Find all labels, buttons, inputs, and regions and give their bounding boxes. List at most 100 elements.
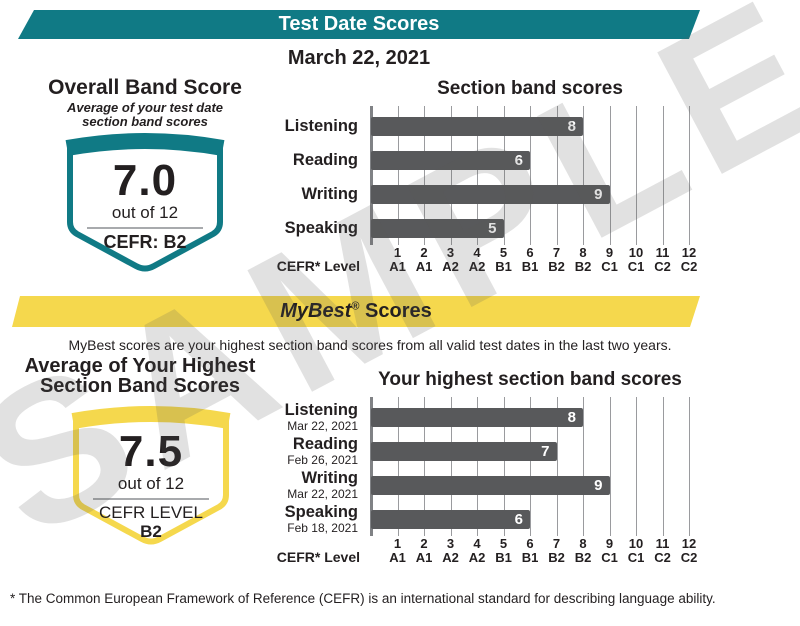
- bar-value: 8: [567, 409, 576, 426]
- score-bar-writing: 9: [371, 185, 610, 204]
- cefr-tick: C1: [601, 550, 618, 565]
- section-name: Listening: [284, 117, 358, 135]
- highest-section-band-scores-chart: Your highest section band scores Listeni…: [250, 369, 710, 574]
- gridline: [662, 106, 664, 245]
- test-date-scores-banner: Test Date Scores: [18, 10, 700, 39]
- x-tick: 2: [420, 536, 428, 551]
- gridline: [689, 106, 690, 245]
- chart-title: Section band scores: [437, 78, 623, 99]
- cefr-tick: B1: [521, 259, 539, 274]
- section-name: Writing: [301, 185, 358, 203]
- row-label-writing: Writing: [250, 185, 358, 204]
- x-tick: 6: [526, 245, 534, 260]
- gridline: [397, 397, 399, 536]
- chart-plot-area: 8 6 9 5: [370, 106, 690, 245]
- cefr-tick: A2: [442, 550, 459, 565]
- x-tick: 9: [605, 245, 614, 260]
- chart-cefr-axis: A1 A1 A2 A2 B1 B1 B2 B2 C1 C1 C2 C2: [371, 550, 697, 565]
- section-date: Feb 26, 2021: [287, 453, 358, 467]
- chart-title: Your highest section band scores: [378, 369, 682, 390]
- gridline: [503, 397, 505, 536]
- x-tick: 3: [446, 245, 455, 260]
- x-tick: 3: [446, 536, 455, 551]
- mybest-cefr-label: CEFR LEVEL: [99, 503, 203, 522]
- gridline: [583, 106, 584, 245]
- x-tick: 5: [499, 536, 508, 551]
- cefr-level-caption: CEFR* Level: [276, 258, 360, 274]
- score-bar-speaking: 5: [371, 219, 504, 238]
- chart-cefr-axis: A1 A1 A2 A2 B1 B1 B2 B2 C1 C1 C2 C2: [371, 259, 697, 274]
- overall-score-badge: 7.0 out of 12 CEFR: B2: [57, 126, 233, 279]
- gridline: [689, 397, 690, 536]
- bar-value: 7: [541, 443, 550, 460]
- gridline: [556, 397, 558, 536]
- bar-value: 6: [514, 511, 523, 528]
- overall-score-value: 7.0: [112, 156, 178, 205]
- overall-cefr: CEFR: B2: [103, 232, 187, 252]
- gridline: [370, 397, 373, 536]
- cefr-tick: A1: [389, 259, 406, 274]
- mybest-cefr-value: B2: [140, 522, 162, 541]
- mybest-scores-banner: MyBest® Scores: [12, 296, 700, 327]
- banner-title: Test Date Scores: [278, 13, 440, 35]
- chart-x-axis: 1 2 3 4 5 6 7 8 9 10 11 12: [371, 536, 696, 551]
- mybest-description: MyBest scores are your highest section b…: [68, 337, 672, 353]
- gridline: [503, 106, 505, 245]
- mybest-badge-content: 7.5 out of 12 CEFR LEVEL B2: [79, 399, 223, 541]
- x-tick: 9: [605, 536, 614, 551]
- gridline: [636, 397, 637, 536]
- x-tick: 8: [579, 536, 587, 551]
- test-date: March 22, 2021: [287, 47, 431, 69]
- score-bar-reading: 6: [371, 151, 530, 170]
- x-tick: 11: [655, 245, 670, 260]
- shield-shape-yellow: [71, 406, 231, 545]
- section-name: Listening: [284, 401, 358, 419]
- row-label-listening: Listening: [250, 117, 358, 136]
- chart-row-labels: Listening Mar 22, 2021 Reading Feb 26, 2021…: [250, 397, 358, 537]
- x-tick: 10: [628, 536, 644, 551]
- section-name: Reading: [292, 151, 358, 169]
- cefr-footnote: * The Common European Framework of Refer…: [10, 591, 716, 606]
- gridline: [662, 397, 664, 536]
- section-band-scores-chart: Section band scores Listening Reading Writ…: [250, 78, 710, 283]
- x-tick: 11: [655, 536, 670, 551]
- cefr-tick: B2: [574, 550, 592, 565]
- overall-subtitle-line2: section band scores: [82, 114, 208, 129]
- x-tick: 2: [420, 245, 428, 260]
- score-bar-reading: 7: [371, 442, 557, 461]
- x-tick: 12: [681, 536, 697, 551]
- cefr-tick: B1: [495, 259, 512, 274]
- cefr-tick: C1: [627, 550, 645, 565]
- chart-row-labels: Listening Reading Writing Speaking: [250, 106, 358, 246]
- cefr-tick: B1: [495, 550, 512, 565]
- x-tick: 1: [393, 536, 402, 551]
- overall-subtitle-line1: Average of your test date: [66, 100, 224, 115]
- row-label-reading: Reading Feb 26, 2021: [250, 435, 358, 467]
- bar-value: 9: [594, 186, 603, 203]
- overall-band-score-title: Overall Band Score: [48, 76, 242, 99]
- row-label-speaking: Speaking: [250, 219, 358, 238]
- gridline: [530, 106, 531, 245]
- x-tick: 8: [579, 245, 587, 260]
- chart-x-axis: 1 2 3 4 5 6 7 8 9 10 11 12: [371, 245, 696, 260]
- x-tick: 7: [552, 245, 561, 260]
- section-name: Writing: [301, 469, 358, 487]
- shield-shape-teal: [65, 133, 225, 272]
- badge-divider: [93, 498, 209, 500]
- cefr-tick: A1: [389, 550, 406, 565]
- row-label-reading: Reading: [250, 151, 358, 170]
- gridline: [556, 106, 558, 245]
- mybest-score-value: 7.5: [118, 427, 184, 476]
- overall-score-scale: out of 12: [111, 203, 179, 222]
- registered-mark: ®: [351, 300, 360, 313]
- gridline: [397, 106, 399, 245]
- cefr-tick: B1: [521, 550, 539, 565]
- section-name: Reading: [292, 435, 358, 453]
- cefr-tick: A2: [468, 550, 486, 565]
- score-bar-listening: 8: [371, 408, 583, 427]
- average-highest-title-line2: Section Band Scores: [39, 375, 241, 397]
- x-tick: 4: [473, 245, 481, 260]
- cefr-tick: C1: [601, 259, 618, 274]
